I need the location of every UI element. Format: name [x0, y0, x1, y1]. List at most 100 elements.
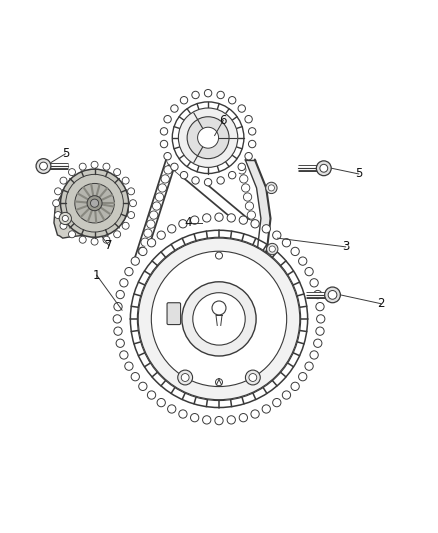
- Circle shape: [203, 214, 211, 222]
- Circle shape: [305, 362, 313, 370]
- Circle shape: [215, 416, 223, 425]
- Circle shape: [151, 251, 287, 386]
- Text: 1: 1: [93, 269, 100, 282]
- Circle shape: [55, 188, 61, 195]
- Circle shape: [268, 185, 275, 191]
- Circle shape: [229, 96, 236, 104]
- Circle shape: [192, 91, 199, 99]
- Circle shape: [266, 182, 277, 193]
- Circle shape: [328, 290, 337, 299]
- Circle shape: [161, 175, 170, 183]
- Circle shape: [192, 177, 199, 184]
- Circle shape: [148, 391, 155, 399]
- Circle shape: [168, 225, 176, 233]
- Circle shape: [39, 162, 47, 170]
- Circle shape: [238, 105, 245, 112]
- Circle shape: [147, 220, 155, 228]
- Circle shape: [212, 301, 226, 315]
- Circle shape: [217, 91, 224, 99]
- Circle shape: [124, 292, 132, 301]
- Circle shape: [249, 220, 258, 228]
- Circle shape: [291, 382, 299, 391]
- Circle shape: [158, 184, 166, 192]
- Circle shape: [198, 127, 219, 148]
- Circle shape: [91, 238, 98, 245]
- Circle shape: [60, 169, 129, 237]
- Circle shape: [245, 116, 252, 123]
- Circle shape: [155, 193, 164, 201]
- Circle shape: [261, 274, 269, 282]
- Circle shape: [205, 179, 212, 186]
- Circle shape: [164, 152, 171, 160]
- Circle shape: [125, 268, 133, 276]
- Circle shape: [114, 303, 122, 311]
- Text: 3: 3: [342, 240, 349, 253]
- Circle shape: [160, 127, 168, 135]
- Circle shape: [157, 399, 166, 407]
- Circle shape: [299, 257, 307, 265]
- Circle shape: [187, 117, 229, 159]
- Circle shape: [113, 231, 120, 238]
- Circle shape: [215, 213, 223, 221]
- Circle shape: [103, 163, 110, 170]
- Circle shape: [161, 91, 255, 184]
- Text: 4: 4: [185, 216, 192, 229]
- Circle shape: [130, 274, 138, 282]
- Circle shape: [55, 212, 61, 219]
- Circle shape: [245, 202, 254, 210]
- Circle shape: [264, 292, 272, 301]
- Circle shape: [120, 279, 128, 287]
- Circle shape: [113, 168, 120, 175]
- Circle shape: [127, 212, 134, 219]
- Circle shape: [60, 222, 67, 229]
- Circle shape: [125, 362, 133, 370]
- Circle shape: [215, 252, 223, 259]
- Circle shape: [132, 265, 141, 273]
- Circle shape: [179, 220, 187, 228]
- Circle shape: [167, 157, 175, 165]
- Circle shape: [121, 301, 129, 310]
- Circle shape: [141, 238, 149, 246]
- Polygon shape: [245, 159, 271, 275]
- Circle shape: [262, 283, 271, 292]
- Circle shape: [238, 166, 246, 174]
- Circle shape: [283, 239, 290, 247]
- Circle shape: [314, 290, 322, 298]
- Circle shape: [79, 236, 86, 243]
- Circle shape: [139, 382, 147, 391]
- Circle shape: [144, 229, 152, 237]
- Circle shape: [191, 216, 199, 224]
- Circle shape: [114, 327, 122, 335]
- Circle shape: [171, 105, 178, 112]
- Circle shape: [116, 215, 322, 422]
- Text: 7: 7: [105, 239, 113, 252]
- Circle shape: [262, 405, 270, 413]
- Circle shape: [131, 257, 139, 265]
- Circle shape: [118, 310, 126, 319]
- Circle shape: [251, 220, 259, 228]
- Circle shape: [251, 410, 259, 418]
- Circle shape: [62, 215, 68, 222]
- Circle shape: [253, 238, 261, 246]
- Circle shape: [91, 161, 98, 168]
- Circle shape: [135, 256, 144, 264]
- Text: 6: 6: [219, 114, 227, 127]
- Circle shape: [113, 315, 121, 323]
- Circle shape: [205, 90, 212, 97]
- Circle shape: [68, 231, 75, 238]
- Circle shape: [217, 177, 224, 184]
- Circle shape: [325, 287, 340, 303]
- Circle shape: [36, 159, 51, 174]
- Circle shape: [130, 200, 137, 207]
- Circle shape: [122, 177, 129, 184]
- Circle shape: [240, 175, 248, 183]
- Circle shape: [127, 188, 134, 195]
- Text: 5: 5: [355, 167, 362, 181]
- Circle shape: [245, 370, 260, 385]
- Circle shape: [178, 370, 193, 385]
- Circle shape: [193, 293, 245, 345]
- Circle shape: [116, 290, 124, 298]
- Circle shape: [248, 140, 256, 148]
- Circle shape: [203, 416, 211, 424]
- Text: 5: 5: [62, 147, 69, 160]
